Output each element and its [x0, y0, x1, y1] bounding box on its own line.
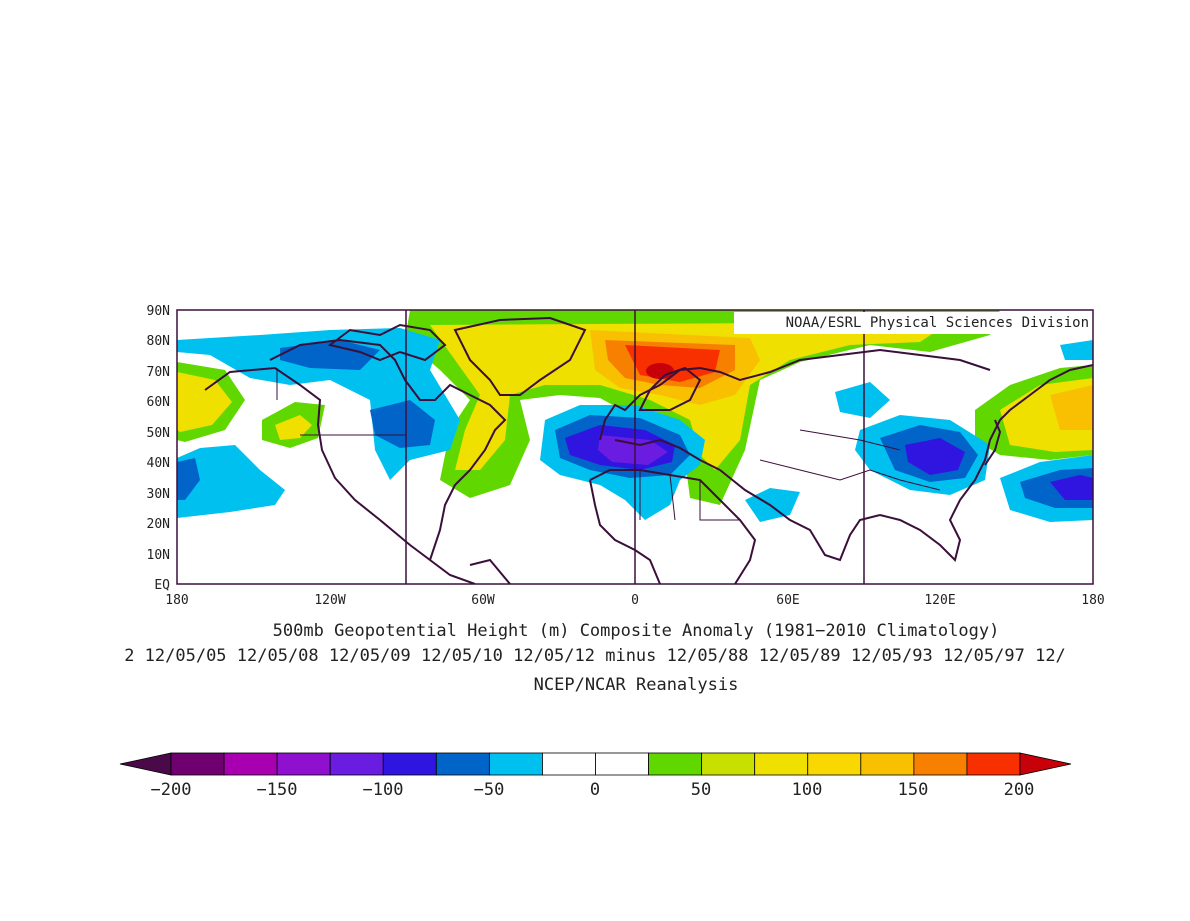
colorbar-label: −150: [257, 780, 298, 800]
lon-label: 60W: [471, 593, 495, 608]
lon-label: 180: [165, 593, 188, 608]
lat-label: 10N: [147, 548, 170, 563]
anomaly-field: [177, 310, 1093, 522]
colorbar-cell: [860, 752, 915, 776]
coast-africa: [589, 469, 757, 584]
colorbar-label: −50: [474, 780, 505, 800]
colorbar-high-arrow: [1019, 752, 1072, 776]
negative-anomaly-hudson: [370, 400, 435, 448]
border-africa: [639, 470, 740, 521]
colorbar-cell: [595, 752, 649, 776]
negative-anomaly-eastasia-indigo: [905, 438, 965, 475]
colorbar-cell: [435, 752, 490, 776]
lon-label: 120E: [924, 593, 955, 608]
positive-anomaly-nwus-yellow: [275, 415, 312, 440]
map-frame: [176, 309, 1094, 585]
lat-label: EQ: [154, 578, 170, 593]
coast-europe: [599, 348, 991, 471]
negative-anomaly-epac: [177, 445, 285, 518]
colorbar-cell: [488, 752, 543, 776]
coast-north-america: [204, 338, 507, 584]
lat-label: 60N: [147, 395, 170, 410]
colorbar-cell: [382, 752, 437, 776]
negative-anomaly-wpac-indigo: [1050, 475, 1093, 500]
colorbar-cell: [276, 752, 331, 776]
coast-scandinavia: [638, 366, 702, 411]
borders: [276, 368, 941, 521]
lon-label: 180: [1081, 593, 1104, 608]
negative-anomaly-arctic-pacific: [1060, 340, 1093, 360]
colorbar-label: 200: [1004, 780, 1035, 800]
colorbar-label: 50: [691, 780, 711, 800]
lat-label: 70N: [147, 365, 170, 380]
colorbar-label: 0: [590, 780, 600, 800]
lat-label: 80N: [147, 334, 170, 349]
lat-label: 90N: [147, 304, 170, 319]
coast-east-asia: [879, 364, 1093, 562]
colorbar-cell: [701, 752, 756, 776]
colorbar-cell: [648, 752, 703, 776]
lat-labels: 90N 80N 70N 60N 50N 40N 30N 20N 10N EQ: [147, 304, 171, 593]
lat-label: 50N: [147, 426, 170, 441]
credit-text: NOAA/ESRL Physical Sciences Division: [786, 315, 1089, 331]
coast-arabia-india: [719, 469, 881, 562]
coast-south-america: [469, 558, 511, 584]
colorbar-cell: [223, 752, 278, 776]
lon-labels: 180 120W 60W 0 60E 120E 180: [165, 593, 1104, 608]
colorbar-labels: −200 −150 −100 −50 0 50 100 150 200: [151, 780, 1035, 800]
coast-arctic-islands: [327, 323, 447, 362]
positive-anomaly-alaska-yellow: [177, 372, 232, 432]
lat-label: 30N: [147, 487, 170, 502]
positive-anomaly-pacific-orange: [1050, 385, 1093, 430]
title-line-2: 2 12/05/05 12/05/08 12/05/09 12/05/10 12…: [124, 646, 1066, 666]
colorbar-label: −100: [363, 780, 404, 800]
coast-japan: [984, 419, 1002, 466]
title-line-1: 500mb Geopotential Height (m) Composite …: [273, 621, 1000, 641]
credit-box: [734, 312, 1091, 334]
title-line-3: NCEP/NCAR Reanalysis: [534, 675, 739, 695]
colorbar-label: 150: [898, 780, 929, 800]
negative-anomaly-epac-blue: [177, 458, 200, 500]
negative-anomaly-siberia: [835, 382, 890, 418]
negative-anomaly-canada-blue: [280, 340, 380, 370]
coastlines: [204, 316, 1093, 584]
negative-anomaly-tibet: [745, 488, 800, 522]
colorbar: −200 −150 −100 −50 0 50 100 150 200: [119, 752, 1072, 800]
colorbar-cell: [807, 752, 862, 776]
colorbar-cell: [913, 752, 968, 776]
colorbar-cells: [170, 752, 1021, 776]
colorbar-label: −200: [151, 780, 192, 800]
reference-lines: [405, 310, 865, 584]
colorbar-cell: [170, 752, 225, 776]
colorbar-cell: [542, 752, 596, 776]
colorbar-label: 100: [792, 780, 823, 800]
lon-label: 0: [631, 593, 639, 608]
colorbar-cell: [966, 752, 1021, 776]
lon-label: 60E: [776, 593, 799, 608]
colorbar-cell: [329, 752, 384, 776]
coast-greenland: [453, 316, 587, 396]
lon-label: 120W: [314, 593, 345, 608]
colorbar-low-arrow: [119, 752, 172, 776]
border-asia: [759, 429, 941, 491]
lat-label: 40N: [147, 456, 170, 471]
lat-label: 20N: [147, 517, 170, 532]
colorbar-cell: [754, 752, 809, 776]
